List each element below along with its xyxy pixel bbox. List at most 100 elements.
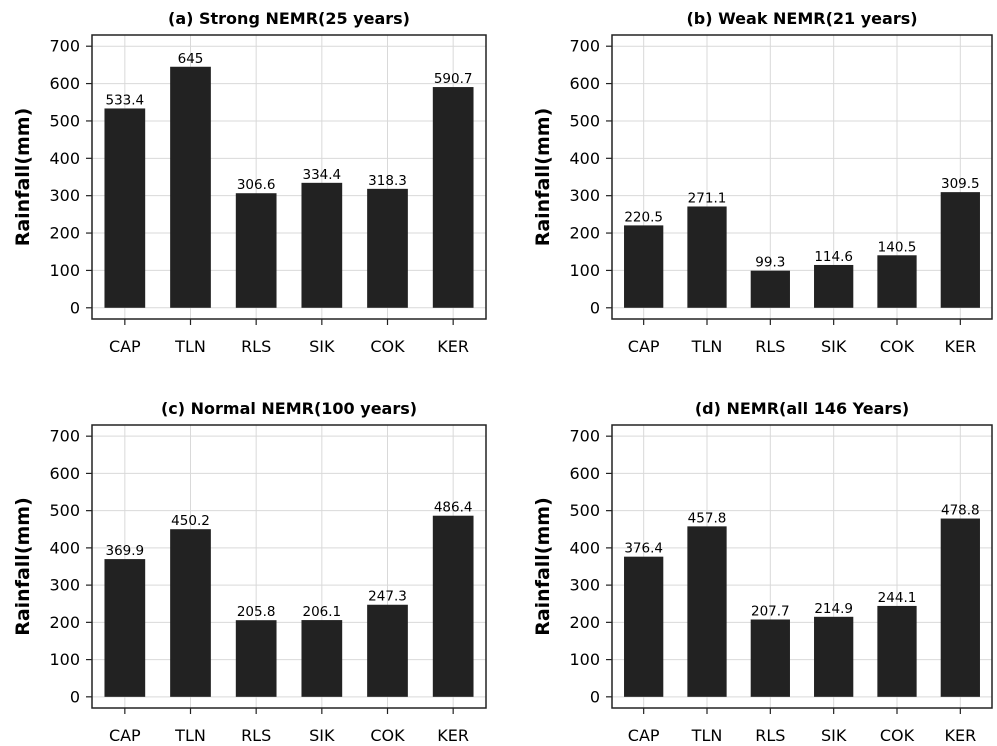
y-axis-label: Rainfall(mm) bbox=[12, 108, 34, 247]
y-tick-label: 700 bbox=[569, 427, 600, 446]
data-label: 244.1 bbox=[878, 590, 917, 606]
chart-panel-2: 0 100 200 300 400 500 600 700 220.5 CAP 271.1 TLN 99… bbox=[532, 9, 993, 356]
plot-frame bbox=[611, 34, 993, 320]
panel-title: (b) Weak NEMR(21 years) bbox=[686, 9, 917, 28]
data-label: 533.4 bbox=[106, 92, 145, 108]
x-tick-label: SIK bbox=[821, 726, 847, 745]
x-tick-label: COK bbox=[880, 726, 915, 745]
bar-rls bbox=[235, 193, 277, 308]
bar-cap bbox=[104, 108, 146, 308]
data-label: 590.7 bbox=[434, 71, 473, 87]
y-tick-label: 300 bbox=[49, 186, 80, 205]
chart-panel-1: 0 100 200 300 400 500 600 700 533.4 CAP 645 TLN 306.… bbox=[12, 9, 487, 356]
y-tick-label: 400 bbox=[49, 538, 80, 557]
y-tick-label: 400 bbox=[49, 149, 80, 168]
y-tick-label: 200 bbox=[49, 613, 80, 632]
y-tick-label: 0 bbox=[590, 687, 600, 706]
bar-sik bbox=[814, 264, 854, 308]
data-label: 309.5 bbox=[941, 176, 980, 192]
x-tick-label: TLN bbox=[691, 726, 723, 745]
y-tick-label: 500 bbox=[569, 501, 600, 520]
panel-title: (d) NEMR(all 146 Years) bbox=[695, 399, 909, 418]
data-label: 206.1 bbox=[303, 604, 342, 620]
data-label: 205.8 bbox=[237, 604, 276, 620]
y-tick-label: 500 bbox=[49, 501, 80, 520]
plot-frame bbox=[91, 34, 487, 320]
data-label: 114.6 bbox=[814, 249, 853, 265]
bar-tln bbox=[170, 529, 211, 697]
x-tick-label: KER bbox=[437, 726, 469, 745]
bar-sik bbox=[814, 616, 854, 697]
panel-title: (c) Normal NEMR(100 years) bbox=[161, 399, 417, 418]
panel-title: (a) Strong NEMR(25 years) bbox=[168, 9, 410, 28]
x-tick-label: KER bbox=[437, 337, 469, 356]
bar-cap bbox=[624, 225, 664, 308]
y-tick-label: 300 bbox=[569, 186, 600, 205]
bar-ker bbox=[940, 518, 980, 697]
data-label: 334.4 bbox=[303, 167, 342, 183]
data-label: 140.5 bbox=[878, 239, 917, 255]
data-label: 207.7 bbox=[751, 603, 790, 619]
x-tick-label: RLS bbox=[241, 726, 271, 745]
bar-cok bbox=[367, 604, 408, 697]
y-tick-label: 600 bbox=[569, 464, 600, 483]
x-tick-label: KER bbox=[944, 726, 976, 745]
x-tick-label: RLS bbox=[755, 726, 785, 745]
data-label: 478.8 bbox=[941, 503, 980, 519]
x-tick-label: COK bbox=[880, 337, 915, 356]
bar-rls bbox=[750, 270, 790, 308]
x-tick-label: CAP bbox=[628, 726, 660, 745]
y-tick-label: 0 bbox=[590, 298, 600, 317]
bar-ker bbox=[940, 192, 980, 308]
x-tick-label: COK bbox=[370, 726, 405, 745]
x-tick-label: CAP bbox=[109, 726, 141, 745]
x-tick-label: CAP bbox=[109, 337, 141, 356]
x-tick-label: COK bbox=[370, 337, 405, 356]
y-tick-label: 0 bbox=[70, 687, 80, 706]
data-label: 369.9 bbox=[106, 543, 145, 559]
x-tick-label: TLN bbox=[174, 337, 206, 356]
plot-frame bbox=[91, 424, 487, 709]
y-tick-label: 700 bbox=[49, 427, 80, 446]
y-tick-label: 100 bbox=[569, 261, 600, 280]
x-tick-label: KER bbox=[944, 337, 976, 356]
bar-ker bbox=[432, 515, 474, 697]
data-label: 220.5 bbox=[624, 209, 663, 225]
x-tick-label: TLN bbox=[691, 337, 723, 356]
y-tick-label: 700 bbox=[569, 37, 600, 56]
y-tick-label: 600 bbox=[49, 464, 80, 483]
data-label: 318.3 bbox=[368, 173, 407, 189]
x-tick-label: RLS bbox=[241, 337, 271, 356]
data-label: 645 bbox=[178, 51, 204, 67]
y-tick-label: 100 bbox=[49, 650, 80, 669]
bar-cap bbox=[624, 556, 664, 697]
y-tick-label: 600 bbox=[49, 74, 80, 93]
data-label: 214.9 bbox=[814, 601, 853, 617]
bar-cok bbox=[877, 605, 917, 697]
bar-tln bbox=[170, 66, 211, 308]
y-tick-label: 400 bbox=[569, 538, 600, 557]
chart-panel-3: 0 100 200 300 400 500 600 700 369.9 CAP 450.2 TLN 20… bbox=[12, 399, 487, 745]
y-axis-label: Rainfall(mm) bbox=[12, 497, 34, 636]
bar-sik bbox=[301, 620, 343, 697]
bar-cok bbox=[877, 255, 917, 308]
y-tick-label: 400 bbox=[569, 149, 600, 168]
y-tick-label: 300 bbox=[569, 576, 600, 595]
y-tick-label: 500 bbox=[49, 111, 80, 130]
bar-ker bbox=[432, 87, 474, 308]
data-label: 247.3 bbox=[368, 589, 407, 605]
y-tick-label: 200 bbox=[569, 224, 600, 243]
data-label: 457.8 bbox=[688, 510, 727, 526]
y-axis-label: Rainfall(mm) bbox=[532, 108, 554, 247]
x-tick-label: SIK bbox=[309, 726, 335, 745]
y-tick-label: 100 bbox=[569, 650, 600, 669]
data-label: 271.1 bbox=[688, 190, 727, 206]
data-label: 486.4 bbox=[434, 500, 473, 516]
bar-tln bbox=[687, 206, 727, 308]
plot-frame bbox=[611, 424, 993, 709]
bar-cap bbox=[104, 559, 146, 697]
x-tick-label: CAP bbox=[628, 337, 660, 356]
x-tick-label: RLS bbox=[755, 337, 785, 356]
chart-panel-4: 0 100 200 300 400 500 600 700 376.4 CAP 457.8 TLN 20… bbox=[532, 399, 993, 745]
